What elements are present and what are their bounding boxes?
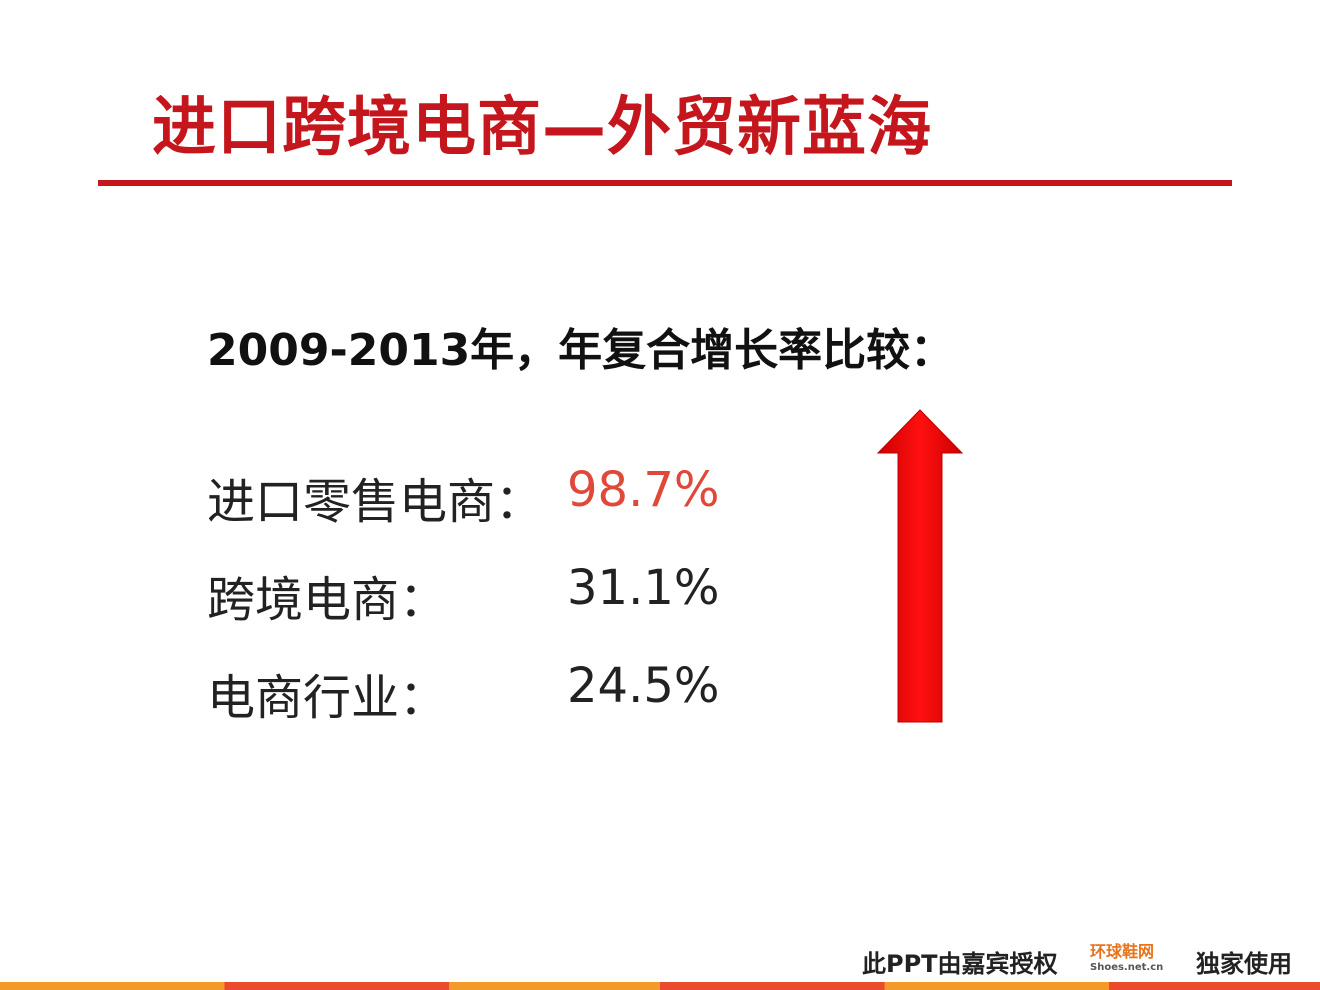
- up-arrow: [876, 409, 964, 723]
- logo-url: Shoes.net.cn: [1090, 962, 1164, 973]
- title-rule: [98, 180, 1232, 186]
- bottom-bar: [0, 982, 1320, 990]
- notice-suffix: 独家使用: [1196, 950, 1292, 978]
- logo-text: 环球鞋网: [1090, 942, 1155, 961]
- notice: 此PPT由嘉宾授权: [862, 950, 1058, 978]
- logo: 环球鞋网 Shoes.net.cn: [1090, 944, 1163, 976]
- row-value: 98.7%: [567, 462, 720, 518]
- row-label: 跨境电商：: [207, 572, 448, 628]
- row-label: 电商行业：: [207, 670, 448, 726]
- title: 进口跨境电商—外贸新蓝海: [152, 91, 932, 165]
- row-value: 24.5%: [567, 658, 720, 714]
- row-label: 进口零售电商：: [207, 474, 544, 530]
- subtitle: 2009-2013年，年复合增长率比较：: [207, 325, 955, 376]
- row-value: 31.1%: [567, 560, 720, 616]
